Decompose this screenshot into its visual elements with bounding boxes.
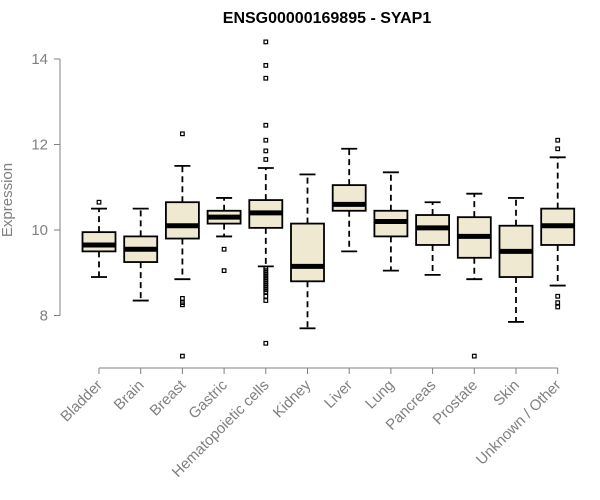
box-iqr (81, 231, 117, 253)
outlier-point (263, 293, 269, 299)
x-tick-label: Lung (362, 377, 398, 413)
outlier-point (180, 302, 185, 308)
outlier-point (555, 293, 561, 299)
outlier-point (263, 75, 269, 81)
outlier-point (96, 199, 102, 205)
y-tick-label: 8 (40, 308, 48, 325)
x-tick-label: Brain (111, 377, 148, 414)
box-skin (498, 197, 534, 323)
outlier-point (555, 137, 561, 143)
box-brain (123, 207, 159, 302)
outlier-point (263, 157, 269, 162)
outlier-point (180, 353, 185, 359)
box-iqr (331, 184, 367, 212)
box-bladder (81, 199, 117, 278)
box-breast (164, 131, 200, 359)
y-tick-label: 12 (31, 137, 48, 154)
outlier-point (263, 137, 269, 143)
outlier-point (263, 148, 269, 154)
y-tick-label: 10 (31, 222, 48, 239)
box-lung (373, 171, 409, 272)
x-tick-label: Kidney (270, 376, 315, 421)
outlier-point (263, 340, 269, 346)
box-gastric (206, 197, 242, 274)
outlier-point (263, 39, 269, 45)
boxes-layer (81, 39, 576, 359)
outlier-point (180, 131, 185, 137)
box-iqr (290, 222, 325, 283)
x-tick-label: Breast (147, 376, 190, 419)
outlier-point (263, 122, 269, 128)
box-hematopoietic-cells (248, 39, 284, 346)
outlier-point (221, 246, 227, 252)
box-liver (331, 147, 367, 253)
outlier-point (471, 353, 477, 359)
box-pancreas (415, 201, 451, 276)
outlier-point (263, 63, 269, 68)
x-tick-label: Bladder (57, 377, 106, 426)
outlier-point (180, 296, 185, 301)
y-tick-label: 14 (31, 51, 48, 68)
box-unknown-other (540, 137, 576, 310)
outlier-point (263, 289, 269, 295)
x-tick-label: Liver (321, 377, 356, 412)
box-prostate (456, 192, 492, 359)
outlier-point (555, 304, 561, 310)
x-tick-label: Prostate (430, 377, 482, 429)
chart-title: ENSG00000169895 - SYAP1 (223, 10, 432, 27)
outlier-point (555, 300, 561, 306)
outlier-point (263, 298, 269, 303)
outlier-point (221, 268, 227, 274)
box-iqr (164, 201, 200, 240)
y-axis-label: Expression (0, 163, 16, 237)
box-kidney (290, 173, 325, 330)
x-tick-label: Skin (490, 377, 523, 410)
y-axis: 8 10 12 14 (31, 51, 61, 325)
outlier-point (555, 146, 561, 152)
